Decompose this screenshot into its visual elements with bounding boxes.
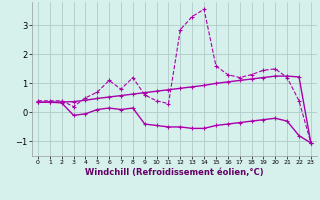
X-axis label: Windchill (Refroidissement éolien,°C): Windchill (Refroidissement éolien,°C): [85, 168, 264, 177]
